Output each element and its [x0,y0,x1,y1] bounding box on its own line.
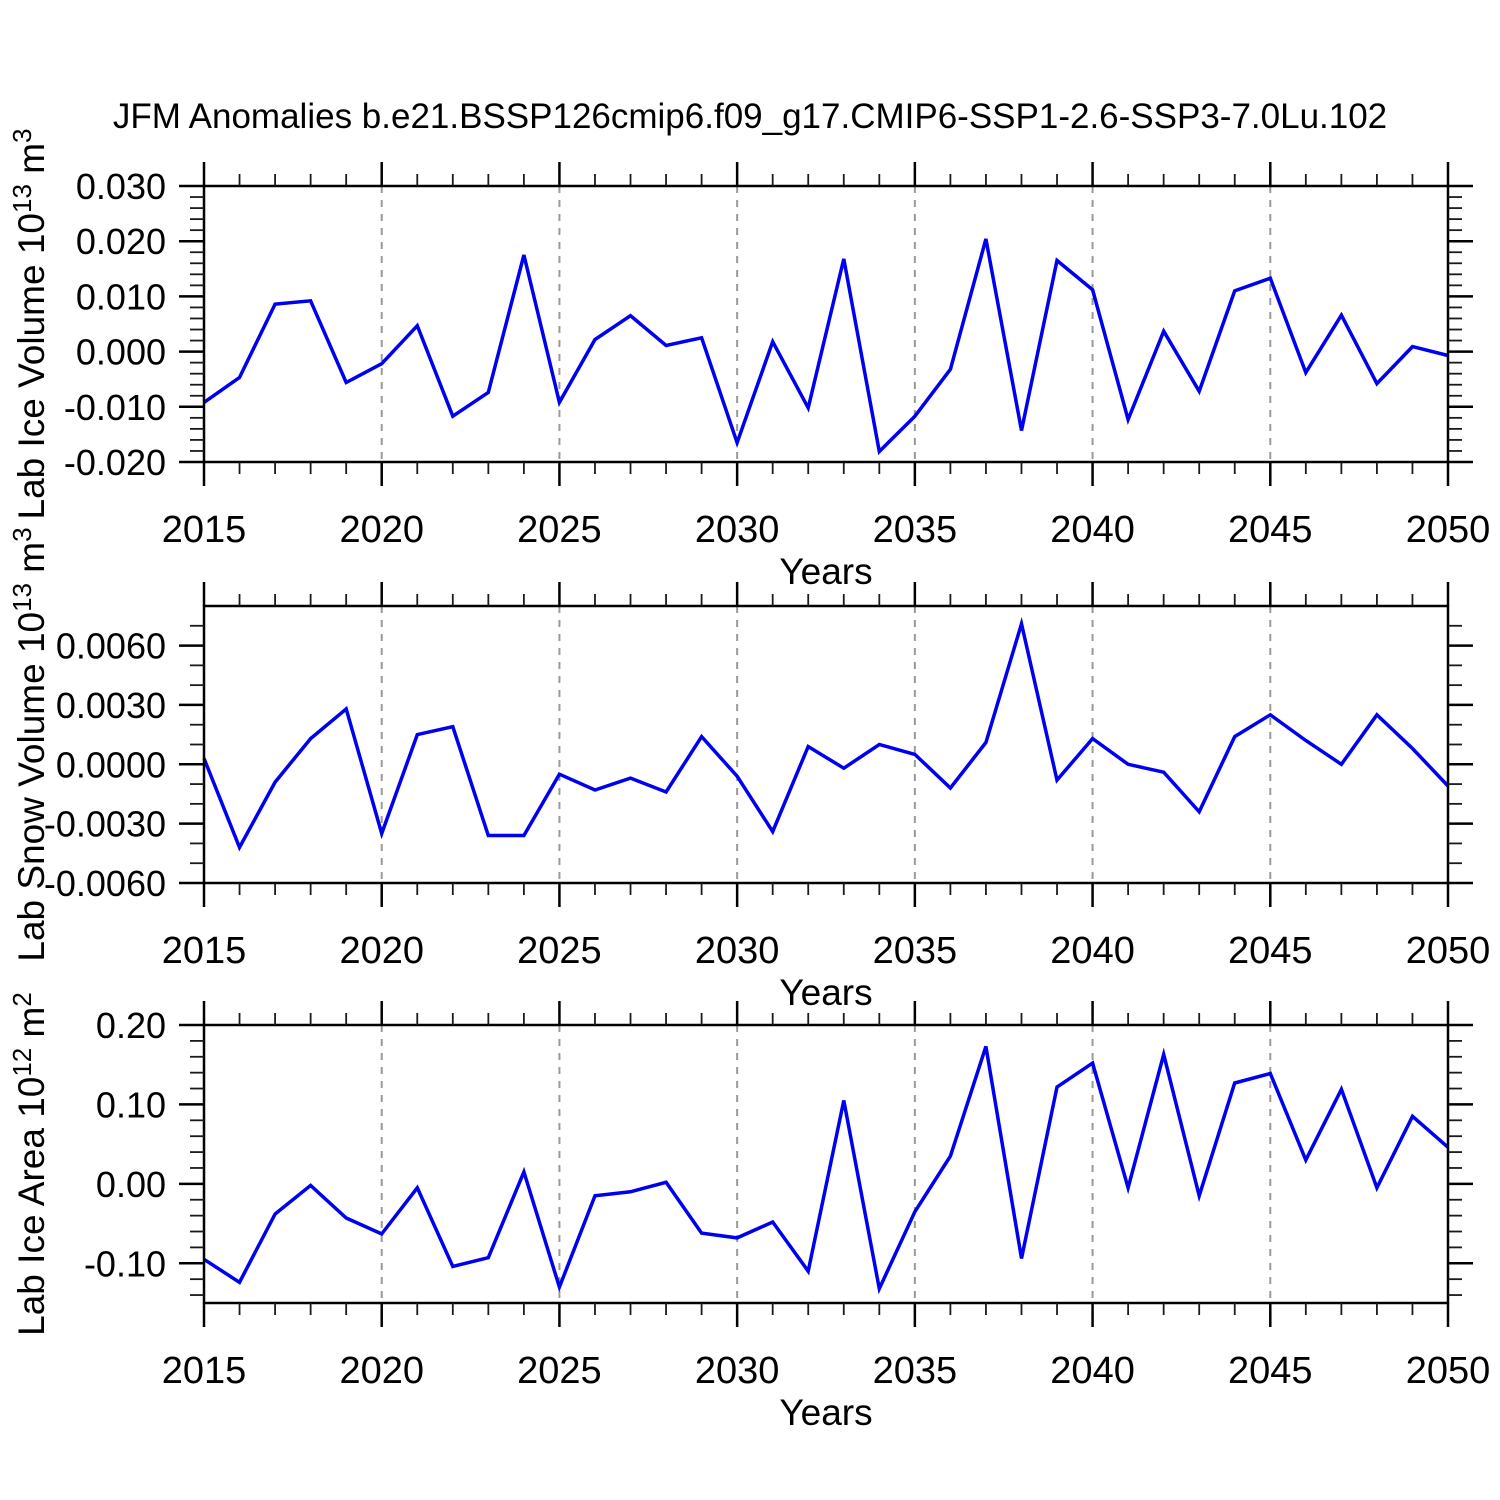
y-axis-title-snow_volume: Lab Snow Volume 1013 m3 [7,527,52,961]
y-tick-label: 0.020 [76,221,166,262]
x-tick-label: 2020 [339,1350,424,1392]
x-tick-label: 2050 [1406,509,1491,551]
y-axis-title-ice_volume: Lab Ice Volume 1013 m3 [7,129,52,520]
y-tick-label: 0.030 [76,166,166,207]
x-tick-label: 2040 [1050,509,1135,551]
x-tick-label: 2050 [1406,930,1491,972]
x-tick-label: 2045 [1228,930,1313,972]
x-axis-title: Years [779,1392,872,1433]
y-tick-label: -0.10 [84,1243,166,1284]
panel-ice_volume: 2015 2020 2025 2030 2035 2040 2045 2050 Years 0.0… [7,129,1490,593]
x-tick-label: 2030 [695,509,780,551]
x-tick-label: 2045 [1228,509,1313,551]
y-tick-label: 0.20 [96,1005,166,1046]
data-line-ice_area [203,1045,1450,1295]
y-tick-label: 0.0030 [56,685,166,726]
x-tick-label: 2025 [517,930,602,972]
panel-ice_area: 2015 2020 2025 2030 2035 2040 2045 2050 Years 0.2… [7,992,1490,1433]
x-tick-label: 2040 [1050,1350,1135,1392]
x-tick-label: 2020 [339,509,424,551]
x-tick-label: 2015 [162,1350,247,1392]
y-tick-label: 0.010 [76,276,166,317]
x-tick-label: 2035 [873,509,958,551]
data-line-ice_volume [202,238,1449,456]
x-tick-label: 2030 [695,1350,780,1392]
y-tick-label: 0.00 [96,1164,166,1205]
y-tick-label: -0.0060 [44,863,166,904]
x-axis-title: Years [779,551,872,592]
y-tick-label: 0.000 [76,332,166,373]
x-tick-label: 2045 [1228,1350,1313,1392]
plot-frame [202,1023,1450,1305]
x-tick-label: 2015 [162,509,247,551]
chart-title: JFM Anomalies b.e21.BSSP126cmip6.f09_g17… [112,97,1388,136]
x-tick-label: 2015 [162,930,247,972]
x-tick-label: 2050 [1406,1350,1491,1392]
x-tick-label: 2035 [873,930,958,972]
plot-frame [202,604,1450,885]
x-tick-label: 2025 [517,1350,602,1392]
y-tick-label: -0.010 [64,387,166,428]
data-line-snow_volume [202,616,1450,852]
plot-frame [202,184,1450,464]
x-tick-label: 2030 [695,930,780,972]
panel-snow_volume: 2015 2020 2025 2030 2035 2040 2045 2050 Years 0.0… [7,527,1490,1013]
y-tick-label: 0.0000 [56,744,166,785]
x-tick-label: 2025 [517,509,602,551]
y-tick-label: -0.0030 [44,804,166,845]
x-tick-label: 2040 [1050,930,1135,972]
x-tick-label: 2020 [339,930,424,972]
x-axis-title: Years [779,972,872,1013]
y-tick-label: 0.0060 [56,626,166,667]
x-tick-label: 2035 [873,1350,958,1392]
y-tick-label: 0.10 [96,1084,166,1125]
y-axis-title-ice_area: Lab Ice Area 1012 m2 [7,992,52,1336]
y-tick-label: -0.020 [64,442,166,483]
